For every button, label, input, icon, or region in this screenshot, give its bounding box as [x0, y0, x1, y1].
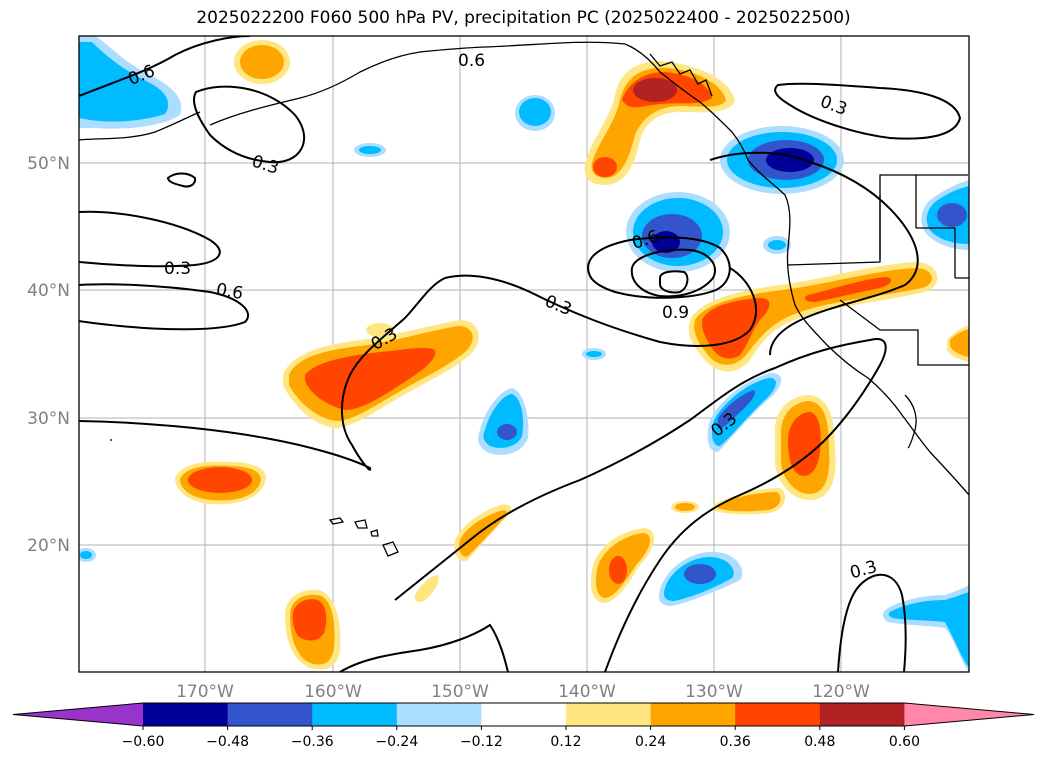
map-title: 2025022200 F060 500 hPa PV, precipitatio… — [196, 8, 851, 28]
contour-label: 0.9 — [662, 303, 689, 323]
lat-label: 40°N — [27, 281, 70, 301]
colorbar-tick-label: 0.12 — [550, 734, 581, 750]
contour-label: 0.3 — [164, 259, 191, 279]
colorbar-tick-label: −0.60 — [122, 734, 165, 750]
colorbar-segment — [819, 703, 905, 726]
colorbar-segment — [312, 703, 398, 726]
colorbar-tick-label: −0.36 — [291, 734, 334, 750]
contour-label: 0.6 — [214, 280, 244, 304]
lon-label: 120°W — [812, 682, 870, 702]
colorbar: −0.60 −0.48 −0.36 −0.24 −0.12 0.12 0.24 0.36 0.4… — [12, 702, 1035, 750]
colorbar-tick-label: −0.12 — [460, 734, 503, 750]
colorbar-segment — [566, 703, 652, 726]
colorbar-tick-label: 0.48 — [804, 734, 835, 750]
map-area — [79, 36, 969, 672]
colorbar-segment — [735, 703, 821, 726]
colorbar-tick-label: 0.36 — [720, 734, 751, 750]
negative-anomaly-patches — [79, 36, 969, 672]
lat-label: 50°N — [27, 154, 70, 174]
colorbar-segment — [227, 703, 313, 726]
colorbar-extension-max — [904, 703, 1034, 726]
colorbar-tick-label: −0.24 — [375, 734, 418, 750]
lat-label: 30°N — [27, 409, 70, 429]
pv-contours — [79, 36, 962, 672]
colorbar-segment — [396, 703, 482, 726]
lat-label: 20°N — [27, 536, 70, 556]
colorbar-segment — [481, 703, 567, 726]
colorbar-tick-label: 0.60 — [889, 734, 920, 750]
positive-anomaly-patches — [175, 40, 969, 670]
lon-label: 140°W — [558, 682, 616, 702]
contour-label: 0.6 — [458, 51, 485, 71]
colorbar-segment — [143, 703, 229, 726]
coastlines — [79, 41, 969, 557]
colorbar-extension-min — [13, 703, 143, 726]
colorbar-tick-label: 0.24 — [635, 734, 666, 750]
lon-label: 170°W — [176, 682, 234, 702]
colorbar-segment — [650, 703, 736, 726]
lon-label: 130°W — [685, 682, 743, 702]
longitude-labels: 170°W 160°W 150°W 140°W 130°W 120°W — [176, 682, 870, 702]
latitude-labels: 50°N 40°N 30°N 20°N — [27, 154, 70, 556]
lon-label: 160°W — [304, 682, 362, 702]
lon-label: 150°W — [431, 682, 489, 702]
map-frame — [78, 35, 970, 673]
colorbar-tick-label: −0.48 — [206, 734, 249, 750]
map-background — [79, 36, 969, 672]
